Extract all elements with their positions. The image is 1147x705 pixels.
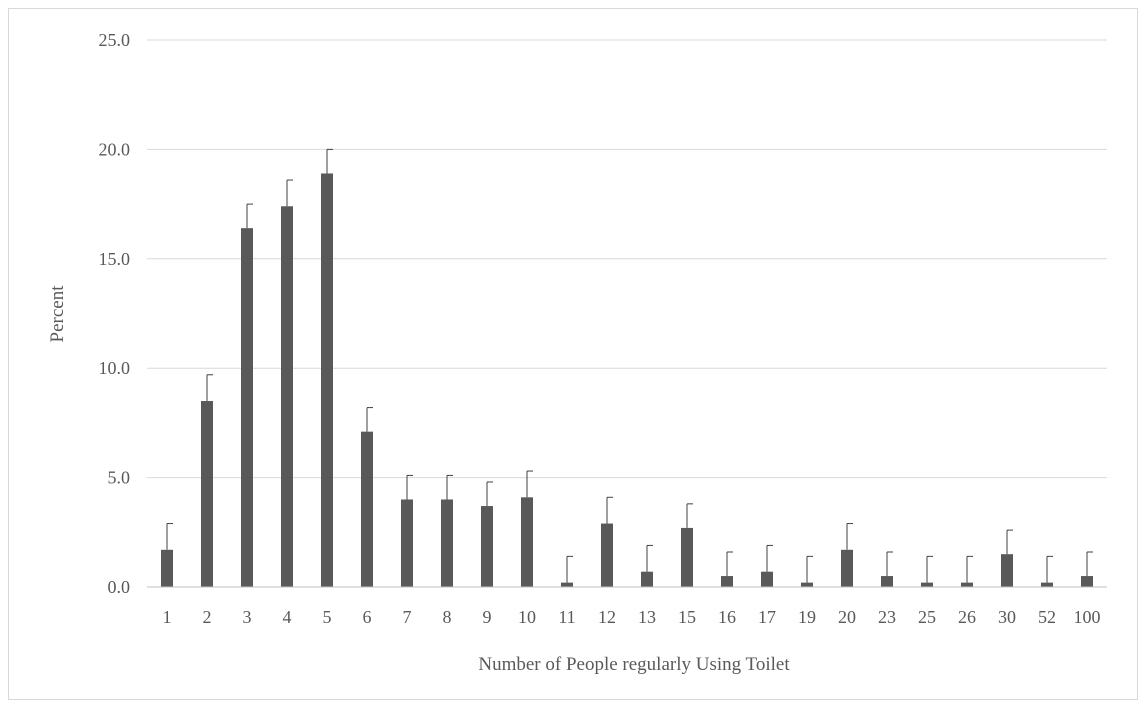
bar-25 [921, 582, 933, 587]
error-bar-4 [286, 179, 293, 207]
x-tick-label: 17 [758, 607, 776, 627]
bar-9 [481, 506, 493, 587]
x-tick-label: 5 [323, 607, 332, 627]
bar-11 [561, 582, 573, 587]
error-bar-26 [966, 555, 973, 583]
error-bar-15 [686, 503, 693, 528]
x-tick-label: 1 [163, 607, 172, 627]
bar-2 [201, 401, 213, 587]
error-bar-12 [606, 496, 613, 524]
gridlines [147, 39, 1107, 479]
x-tick-label: 7 [403, 607, 412, 627]
x-tick-label: 12 [598, 607, 616, 627]
x-tick-label: 23 [878, 607, 896, 627]
y-tick-label: 10.0 [99, 358, 131, 378]
x-tick-labels: 1 2 3 4 5 6 7 8 9 10 11 12 13 15 16 17 19 20 23 25 26 30 52 100 [163, 607, 1101, 627]
error-bar-2 [206, 374, 213, 402]
error-bar-19 [806, 555, 813, 583]
x-tick-label: 8 [443, 607, 452, 627]
error-bars [166, 148, 1093, 583]
error-bar-11 [566, 555, 573, 583]
error-bar-10 [526, 470, 533, 498]
bar-8 [441, 499, 453, 587]
bar-12 [601, 523, 613, 587]
x-tick-label: 3 [243, 607, 252, 627]
error-bar-3 [246, 203, 253, 229]
bar-19 [801, 582, 813, 587]
x-tick-label: 6 [363, 607, 372, 627]
x-tick-label: 13 [638, 607, 656, 627]
x-tick-label: 4 [283, 607, 292, 627]
x-tick-label: 16 [718, 607, 736, 627]
x-tick-label: 20 [838, 607, 856, 627]
x-tick-label: 2 [203, 607, 212, 627]
x-tick-label: 52 [1038, 607, 1056, 627]
error-bar-52 [1046, 555, 1053, 583]
x-tick-label: 11 [558, 607, 575, 627]
error-bar-1 [166, 523, 173, 550]
bar-100 [1081, 576, 1093, 587]
x-tick-label: 30 [998, 607, 1016, 627]
bar-5 [321, 173, 333, 587]
error-bar-6 [366, 407, 373, 432]
error-bar-100 [1086, 551, 1093, 577]
bar-20 [841, 549, 853, 587]
x-tick-label: 19 [798, 607, 816, 627]
x-tick-label: 25 [918, 607, 936, 627]
y-tick-label: 0.0 [108, 577, 131, 597]
error-bar-9 [486, 481, 493, 507]
bar-6 [361, 431, 373, 587]
error-bar-25 [926, 555, 933, 583]
error-bar-7 [406, 474, 413, 500]
error-bar-5 [326, 148, 333, 174]
bar-10 [521, 497, 533, 587]
error-bar-16 [726, 551, 733, 577]
y-tick-label: 25.0 [99, 30, 131, 50]
bar-26 [961, 582, 973, 587]
error-bar-30 [1006, 529, 1013, 555]
y-tick-label: 5.0 [108, 468, 131, 488]
bar-3 [241, 228, 253, 587]
error-bar-20 [846, 523, 853, 550]
bar-1 [161, 549, 173, 587]
bar-23 [881, 576, 893, 587]
bar-52 [1041, 582, 1053, 587]
x-tick-label: 10 [518, 607, 536, 627]
x-tick-label: 15 [678, 607, 696, 627]
y-tick-label: 20.0 [99, 139, 131, 159]
bar-15 [681, 527, 693, 587]
bar-4 [281, 206, 293, 587]
y-tick-label: 15.0 [99, 249, 131, 269]
x-axis-title: Number of People regularly Using Toilet [478, 654, 790, 675]
y-tick-labels: 0.0 5.0 10.0 15.0 20.0 25.0 [99, 30, 131, 597]
error-bar-23 [886, 551, 893, 577]
x-tick-label: 26 [958, 607, 976, 627]
x-tick-label: 9 [483, 607, 492, 627]
x-tick-label: 100 [1074, 607, 1101, 627]
error-bar-8 [446, 474, 453, 500]
bar-17 [761, 571, 773, 587]
error-bar-13 [646, 544, 653, 572]
bar-7 [401, 499, 413, 587]
bar-13 [641, 571, 653, 587]
error-bar-17 [766, 544, 773, 572]
bar-30 [1001, 554, 1013, 587]
bar-16 [721, 576, 733, 587]
y-axis-title: Percent [47, 285, 68, 343]
bars [161, 173, 1093, 587]
